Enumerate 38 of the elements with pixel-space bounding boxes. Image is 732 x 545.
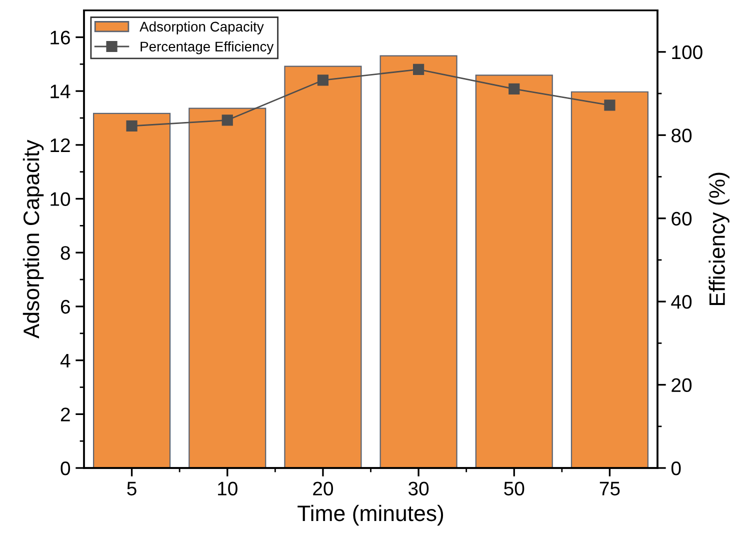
y-tick-label: 10 [50, 192, 70, 206]
legend-label: Percentage Efficiency [140, 41, 274, 54]
legend-label: Adsorption Capacity [140, 21, 264, 34]
x-tick-label: 10 [218, 482, 238, 496]
bar [93, 112, 171, 468]
y-tick-label: 4 [60, 354, 70, 368]
x-tick-label: 5 [127, 482, 136, 496]
y-tick-label: 0 [60, 461, 70, 476]
bar [475, 74, 553, 468]
bar [380, 55, 458, 468]
bar [570, 91, 648, 468]
y-axis-title: Adsorption Capacity [22, 140, 44, 339]
y2-tick-label: 100 [672, 45, 702, 60]
y-tick-label: 6 [60, 300, 70, 314]
y2-tick-label: 60 [672, 212, 692, 226]
y2-tick-label: 20 [672, 378, 692, 392]
y-tick-label: 2 [60, 408, 70, 422]
y2-tick-label: 0 [671, 461, 681, 476]
y2-tick-label: 40 [671, 295, 692, 309]
x-tick-label: 50 [504, 482, 524, 496]
y-tick-label: 8 [60, 246, 70, 260]
point [222, 114, 233, 126]
point [126, 120, 138, 132]
x-tick-label: 75 [600, 482, 620, 496]
point [604, 100, 616, 111]
y-tick-label: 12 [50, 138, 70, 152]
y2-axis-title: Efficiency (%) [708, 172, 730, 306]
x-tick-label: 20 [313, 482, 334, 496]
x-tick-label: 30 [408, 482, 429, 496]
y-tick-label: 14 [50, 84, 70, 98]
bar [284, 66, 362, 468]
x-axis-title: Time (minutes) [298, 504, 444, 526]
y2-tick-label: 80 [672, 128, 692, 142]
point [412, 64, 424, 75]
y-tick-label: 16 [50, 30, 70, 44]
bar [188, 108, 266, 468]
point [317, 74, 329, 86]
point [508, 83, 520, 94]
